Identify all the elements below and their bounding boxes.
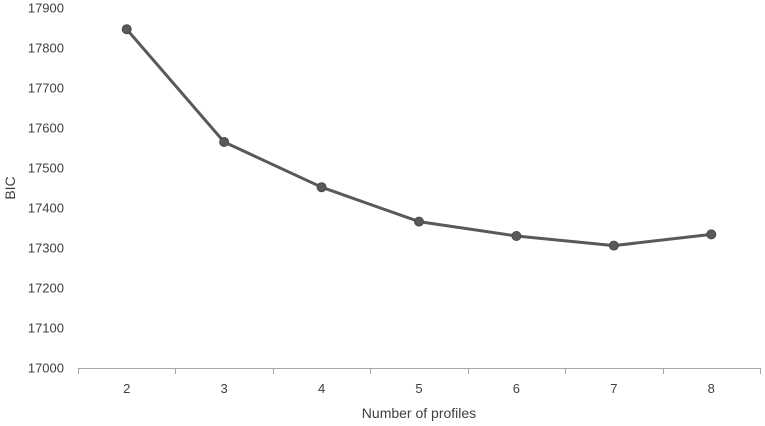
y-axis-tick-labels: 17000 17100 17200 17300 17400 17500 17600 17700… <box>28 1 64 376</box>
data-point <box>219 137 230 147</box>
x-axis-tick-marks <box>78 368 761 374</box>
y-tick-label: 17800 <box>28 41 64 56</box>
data-point <box>511 231 522 241</box>
x-tick-label: 3 <box>221 381 228 396</box>
data-point <box>414 216 424 227</box>
x-tick-label: 5 <box>415 381 422 396</box>
y-tick-label: 17500 <box>28 161 64 176</box>
x-axis-title: Number of profiles <box>362 405 476 421</box>
data-point <box>121 24 132 35</box>
y-tick-label: 17300 <box>28 241 64 256</box>
x-tick-label: 8 <box>708 381 715 396</box>
x-tick-label: 7 <box>610 381 617 396</box>
x-tick-label: 4 <box>318 381 325 396</box>
data-point <box>316 182 327 193</box>
series-line <box>125 27 713 248</box>
y-tick-label: 17700 <box>28 81 64 96</box>
x-tick-label: 6 <box>513 381 520 396</box>
y-tick-label: 17400 <box>28 201 64 216</box>
y-tick-label: 17900 <box>28 1 64 16</box>
y-tick-label: 17000 <box>28 361 64 376</box>
x-tick-label: 2 <box>123 381 130 396</box>
y-tick-label: 17600 <box>28 121 64 136</box>
data-point <box>706 229 717 240</box>
y-tick-label: 17200 <box>28 281 64 296</box>
y-axis-title: BIC <box>2 176 18 199</box>
y-tick-label: 17100 <box>28 321 64 336</box>
data-point <box>608 240 619 251</box>
series-points <box>121 24 717 251</box>
x-axis-tick-labels: 2 3 4 5 6 7 8 <box>123 381 715 396</box>
